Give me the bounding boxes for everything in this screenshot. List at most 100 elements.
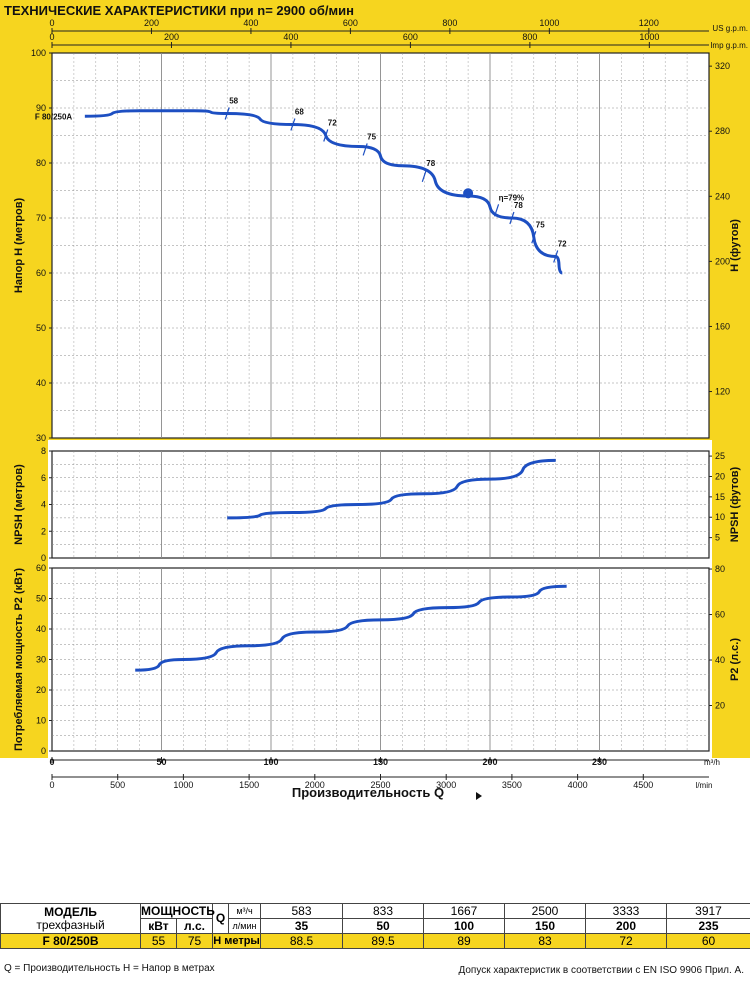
unit-m3h: м³/ч <box>228 903 262 919</box>
m3h-value: 100 <box>423 918 506 934</box>
imp-tick-label: 200 <box>164 32 179 42</box>
y-right-tick-label: 10 <box>715 512 725 522</box>
lmin-tick-label: 0 <box>49 780 54 790</box>
m3h-value: 235 <box>666 918 750 934</box>
y-tick-label: 60 <box>36 268 46 278</box>
y-right-tick-label: 240 <box>715 191 730 201</box>
h-value: 88.5 <box>260 933 344 949</box>
footer-legend: Q = Производительность H = Напор в метра… <box>4 963 215 974</box>
h-value: 83 <box>504 933 587 949</box>
npsh-chart-panel: 0 2 4 6 8 5 10 15 20 25 NPSH (метров) NPSH (футов) <box>13 446 741 563</box>
yellow-background-right <box>712 440 750 758</box>
m3h-value: 35 <box>260 918 344 934</box>
bottom-axes: 0 50 100 150 200 2500 500 1000 1500 2000 2500 3000 3… <box>49 757 720 800</box>
y-tick-label: 40 <box>36 624 46 634</box>
y-right-tick-label: 120 <box>715 387 730 397</box>
efficiency-label: 72 <box>328 119 337 128</box>
efficiency-label: 75 <box>367 132 376 141</box>
y-tick-label: 20 <box>36 685 46 695</box>
m3h-value: 150 <box>504 918 587 934</box>
efficiency-label: 75 <box>536 220 545 229</box>
us-tick-label: 0 <box>49 18 54 28</box>
m3h-value: 200 <box>585 918 668 934</box>
efficiency-tick <box>553 250 559 263</box>
y-tick-label: 100 <box>31 48 46 58</box>
y-axis-label: NPSH (метров) <box>13 464 25 545</box>
efficiency-tick <box>494 204 500 217</box>
hp-value: 75 <box>175 933 214 949</box>
y-right-tick-label: 5 <box>715 533 720 543</box>
lmin-value: 1667 <box>423 903 506 919</box>
y-tick-label: 80 <box>36 158 46 168</box>
table-row: МОДЕЛЬ трехфазный МОЩНОСТЬ Q м³/ч 583 83… <box>0 903 750 934</box>
y-tick-label: 4 <box>41 500 46 510</box>
m3h-tick-label: 0 <box>49 757 54 767</box>
m3h-unit-label: m³/h <box>704 758 720 767</box>
us-tick-label: 800 <box>442 18 457 28</box>
efficiency-tick <box>323 129 329 142</box>
lmin-tick-label: 1500 <box>239 780 259 790</box>
us-tick-label: 400 <box>243 18 258 28</box>
y-tick-label: 40 <box>36 378 46 388</box>
lmin-value: 3333 <box>585 903 668 919</box>
efficiency-tick <box>362 143 368 156</box>
imp-tick-label: 0 <box>49 32 54 42</box>
y-tick-label: 8 <box>41 446 46 456</box>
efficiency-label: 72 <box>558 240 567 249</box>
y-tick-label: 10 <box>36 716 46 726</box>
series-line-power <box>135 584 567 672</box>
y-right-tick-label: 160 <box>715 321 730 331</box>
lmin-value: 583 <box>260 903 344 919</box>
us-tick-label: 200 <box>144 18 159 28</box>
power-header: МОЩНОСТЬ <box>139 903 215 919</box>
m3h-tick-label: 250 <box>592 757 607 767</box>
y-right-axis-label: P2 (л.с.) <box>729 638 741 681</box>
y-tick-label: 30 <box>36 433 46 443</box>
y-tick-label: 0 <box>41 553 46 563</box>
lmin-value: 833 <box>342 903 425 919</box>
efficiency-tick <box>531 231 537 244</box>
y-tick-label: 70 <box>36 213 46 223</box>
y-right-tick-label: 280 <box>715 126 730 136</box>
footer-tolerance-note: Допуск характеристик в соответствии с EN… <box>458 965 744 976</box>
efficiency-label: η=79% <box>499 193 525 202</box>
imp-tick-label: 800 <box>522 32 537 42</box>
y-axis-label: Напор H (метров) <box>13 198 25 294</box>
h-unit: H метры <box>212 933 262 949</box>
lmin-unit-label: l/min <box>696 781 713 790</box>
lmin-tick-label: 4500 <box>633 780 653 790</box>
y-right-tick-label: 320 <box>715 61 730 71</box>
m3h-tick-label: 100 <box>263 757 278 767</box>
efficiency-tick <box>224 107 230 120</box>
lmin-tick-label: 500 <box>110 780 125 790</box>
yellow-background-left <box>0 440 48 758</box>
unit-lmin: л/мин <box>228 918 262 934</box>
y-tick-label: 2 <box>41 526 46 536</box>
m3h-value: 50 <box>342 918 425 934</box>
table-row: F 80/250B 55 75 H метры 88.5 89.5 89 83 … <box>0 933 750 949</box>
efficiency-tick <box>421 169 427 183</box>
y-right-axis-label: NPSH (футов) <box>729 466 741 542</box>
kw-header: кВт <box>140 918 177 934</box>
chart-title: ТЕХНИЧЕСКИЕ ХАРАКТЕРИСТИКИ при n= 2900 о… <box>4 3 354 18</box>
lmin-tick-label: 4000 <box>568 780 588 790</box>
m3h-tick-label: 50 <box>156 757 166 767</box>
kw-value: 55 <box>140 933 177 949</box>
lmin-tick-label: 3500 <box>502 780 522 790</box>
lmin-tick-label: 1000 <box>173 780 193 790</box>
lmin-value: 2500 <box>504 903 587 919</box>
imp-tick-label: 1000 <box>639 32 659 42</box>
series-line-npsh <box>227 458 556 520</box>
best-efficiency-point <box>463 188 474 199</box>
series-line-head <box>84 109 563 275</box>
efficiency-label: 78 <box>514 201 523 210</box>
efficiency-label: 68 <box>295 108 304 117</box>
efficiency-label: 78 <box>426 159 435 168</box>
y-right-axis-label: H (футов) <box>729 219 741 272</box>
imp-tick-label: 400 <box>283 32 298 42</box>
model-subheader: трехфазный <box>36 917 105 932</box>
y-tick-label: 30 <box>36 655 46 665</box>
us-tick-label: 1200 <box>639 18 659 28</box>
us-tick-label: 600 <box>343 18 358 28</box>
y-tick-label: 50 <box>36 323 46 333</box>
